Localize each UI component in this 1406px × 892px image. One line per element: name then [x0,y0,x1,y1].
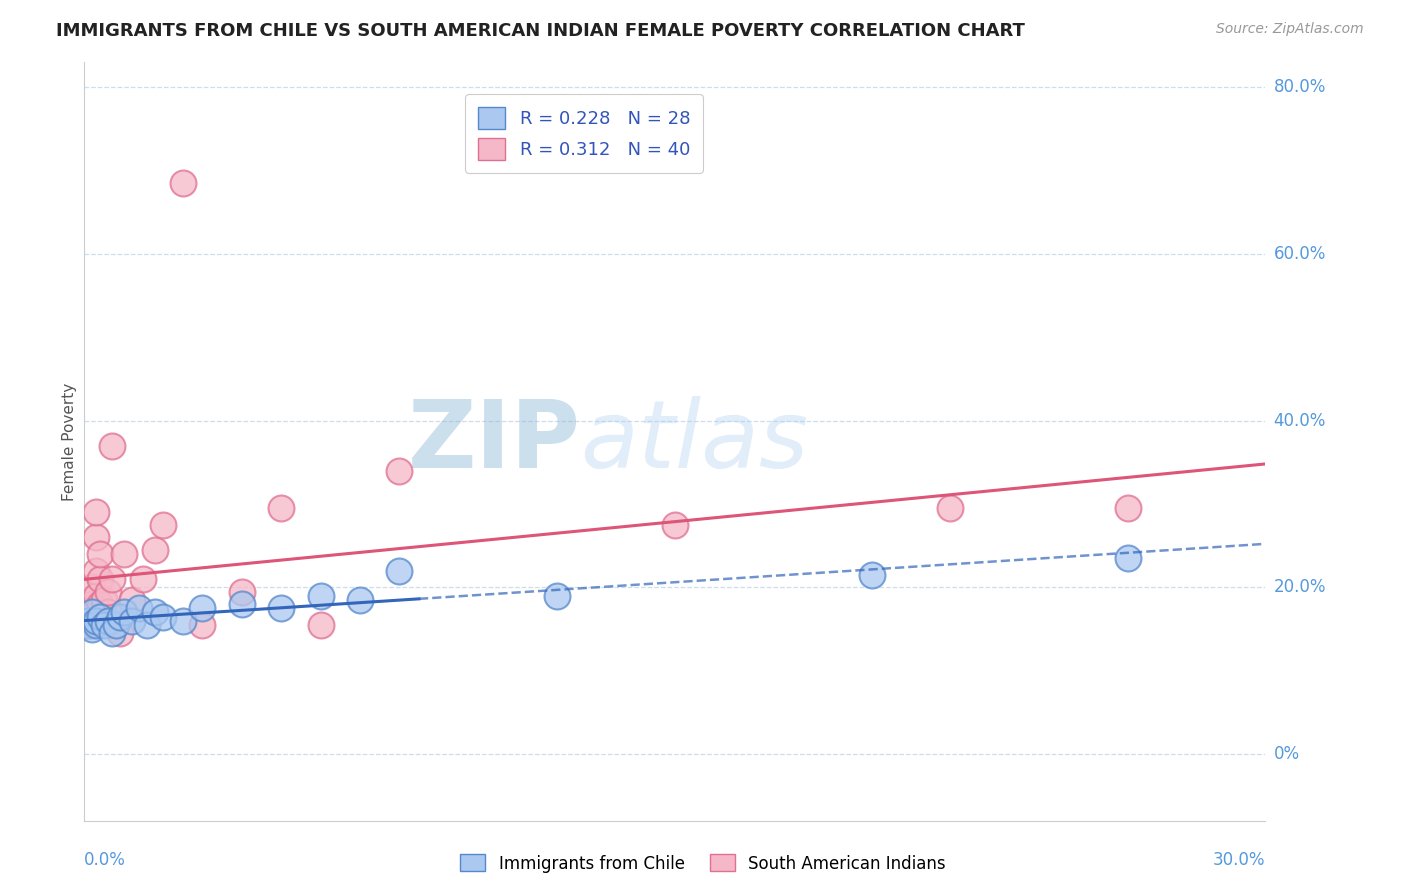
Point [191,617,214,632]
Point [82,617,104,632]
Point [231,584,253,599]
Y-axis label: Female Poverty: Female Poverty [62,383,77,500]
Point [128,601,150,615]
Point [349,592,371,607]
Legend: Immigrants from Chile, South American Indians: Immigrants from Chile, South American In… [454,847,952,880]
Point [121,614,143,628]
Text: 0.0%: 0.0% [84,851,127,869]
Text: Source: ZipAtlas.com: Source: ZipAtlas.com [1216,22,1364,37]
Text: ZIP: ZIP [408,395,581,488]
Point [84,609,107,624]
Point [77,614,100,628]
Point [104,617,127,632]
Point [939,501,962,516]
Text: IMMIGRANTS FROM CHILE VS SOUTH AMERICAN INDIAN FEMALE POVERTY CORRELATION CHART: IMMIGRANTS FROM CHILE VS SOUTH AMERICAN … [56,22,1025,40]
Point [82,597,104,611]
Point [121,592,143,607]
Point [664,517,686,532]
Point [270,501,292,516]
Point [84,589,107,603]
Point [270,601,292,615]
Point [82,580,104,594]
Point [132,572,155,586]
Point [93,609,115,624]
Point [89,609,111,624]
Point [77,614,100,628]
Point [97,614,120,628]
Point [1116,501,1139,516]
Point [1116,551,1139,566]
Point [309,589,332,603]
Text: 80.0%: 80.0% [1274,78,1326,96]
Point [77,609,100,624]
Point [82,601,104,615]
Point [136,617,159,632]
Point [101,626,124,640]
Point [77,617,100,632]
Point [93,617,115,632]
Point [108,609,131,624]
Point [191,601,214,615]
Point [309,617,332,632]
Point [97,584,120,599]
Point [101,439,124,453]
Text: 60.0%: 60.0% [1274,245,1326,263]
Point [231,597,253,611]
Point [97,605,120,619]
Text: 20.0%: 20.0% [1274,578,1326,597]
Point [172,614,194,628]
Point [89,572,111,586]
Point [101,572,124,586]
Point [89,597,111,611]
Point [89,547,111,561]
Point [84,530,107,544]
Point [546,589,568,603]
Point [112,547,135,561]
Point [112,605,135,619]
Point [77,617,100,632]
Text: 40.0%: 40.0% [1274,412,1326,430]
Point [82,605,104,619]
Point [152,609,174,624]
Point [89,614,111,628]
Point [82,605,104,619]
Point [84,505,107,519]
Point [152,517,174,532]
Point [388,564,411,578]
Point [172,176,194,190]
Text: 30.0%: 30.0% [1213,851,1265,869]
Point [84,614,107,628]
Point [104,617,127,632]
Point [84,617,107,632]
Point [860,567,883,582]
Text: atlas: atlas [581,396,808,487]
Point [84,564,107,578]
Point [108,626,131,640]
Point [84,601,107,615]
Legend: R = 0.228   N = 28, R = 0.312   N = 40: R = 0.228 N = 28, R = 0.312 N = 40 [465,95,703,172]
Point [93,592,115,607]
Point [143,542,166,557]
Point [143,605,166,619]
Point [388,464,411,478]
Text: 0%: 0% [1274,745,1301,763]
Point [82,622,104,636]
